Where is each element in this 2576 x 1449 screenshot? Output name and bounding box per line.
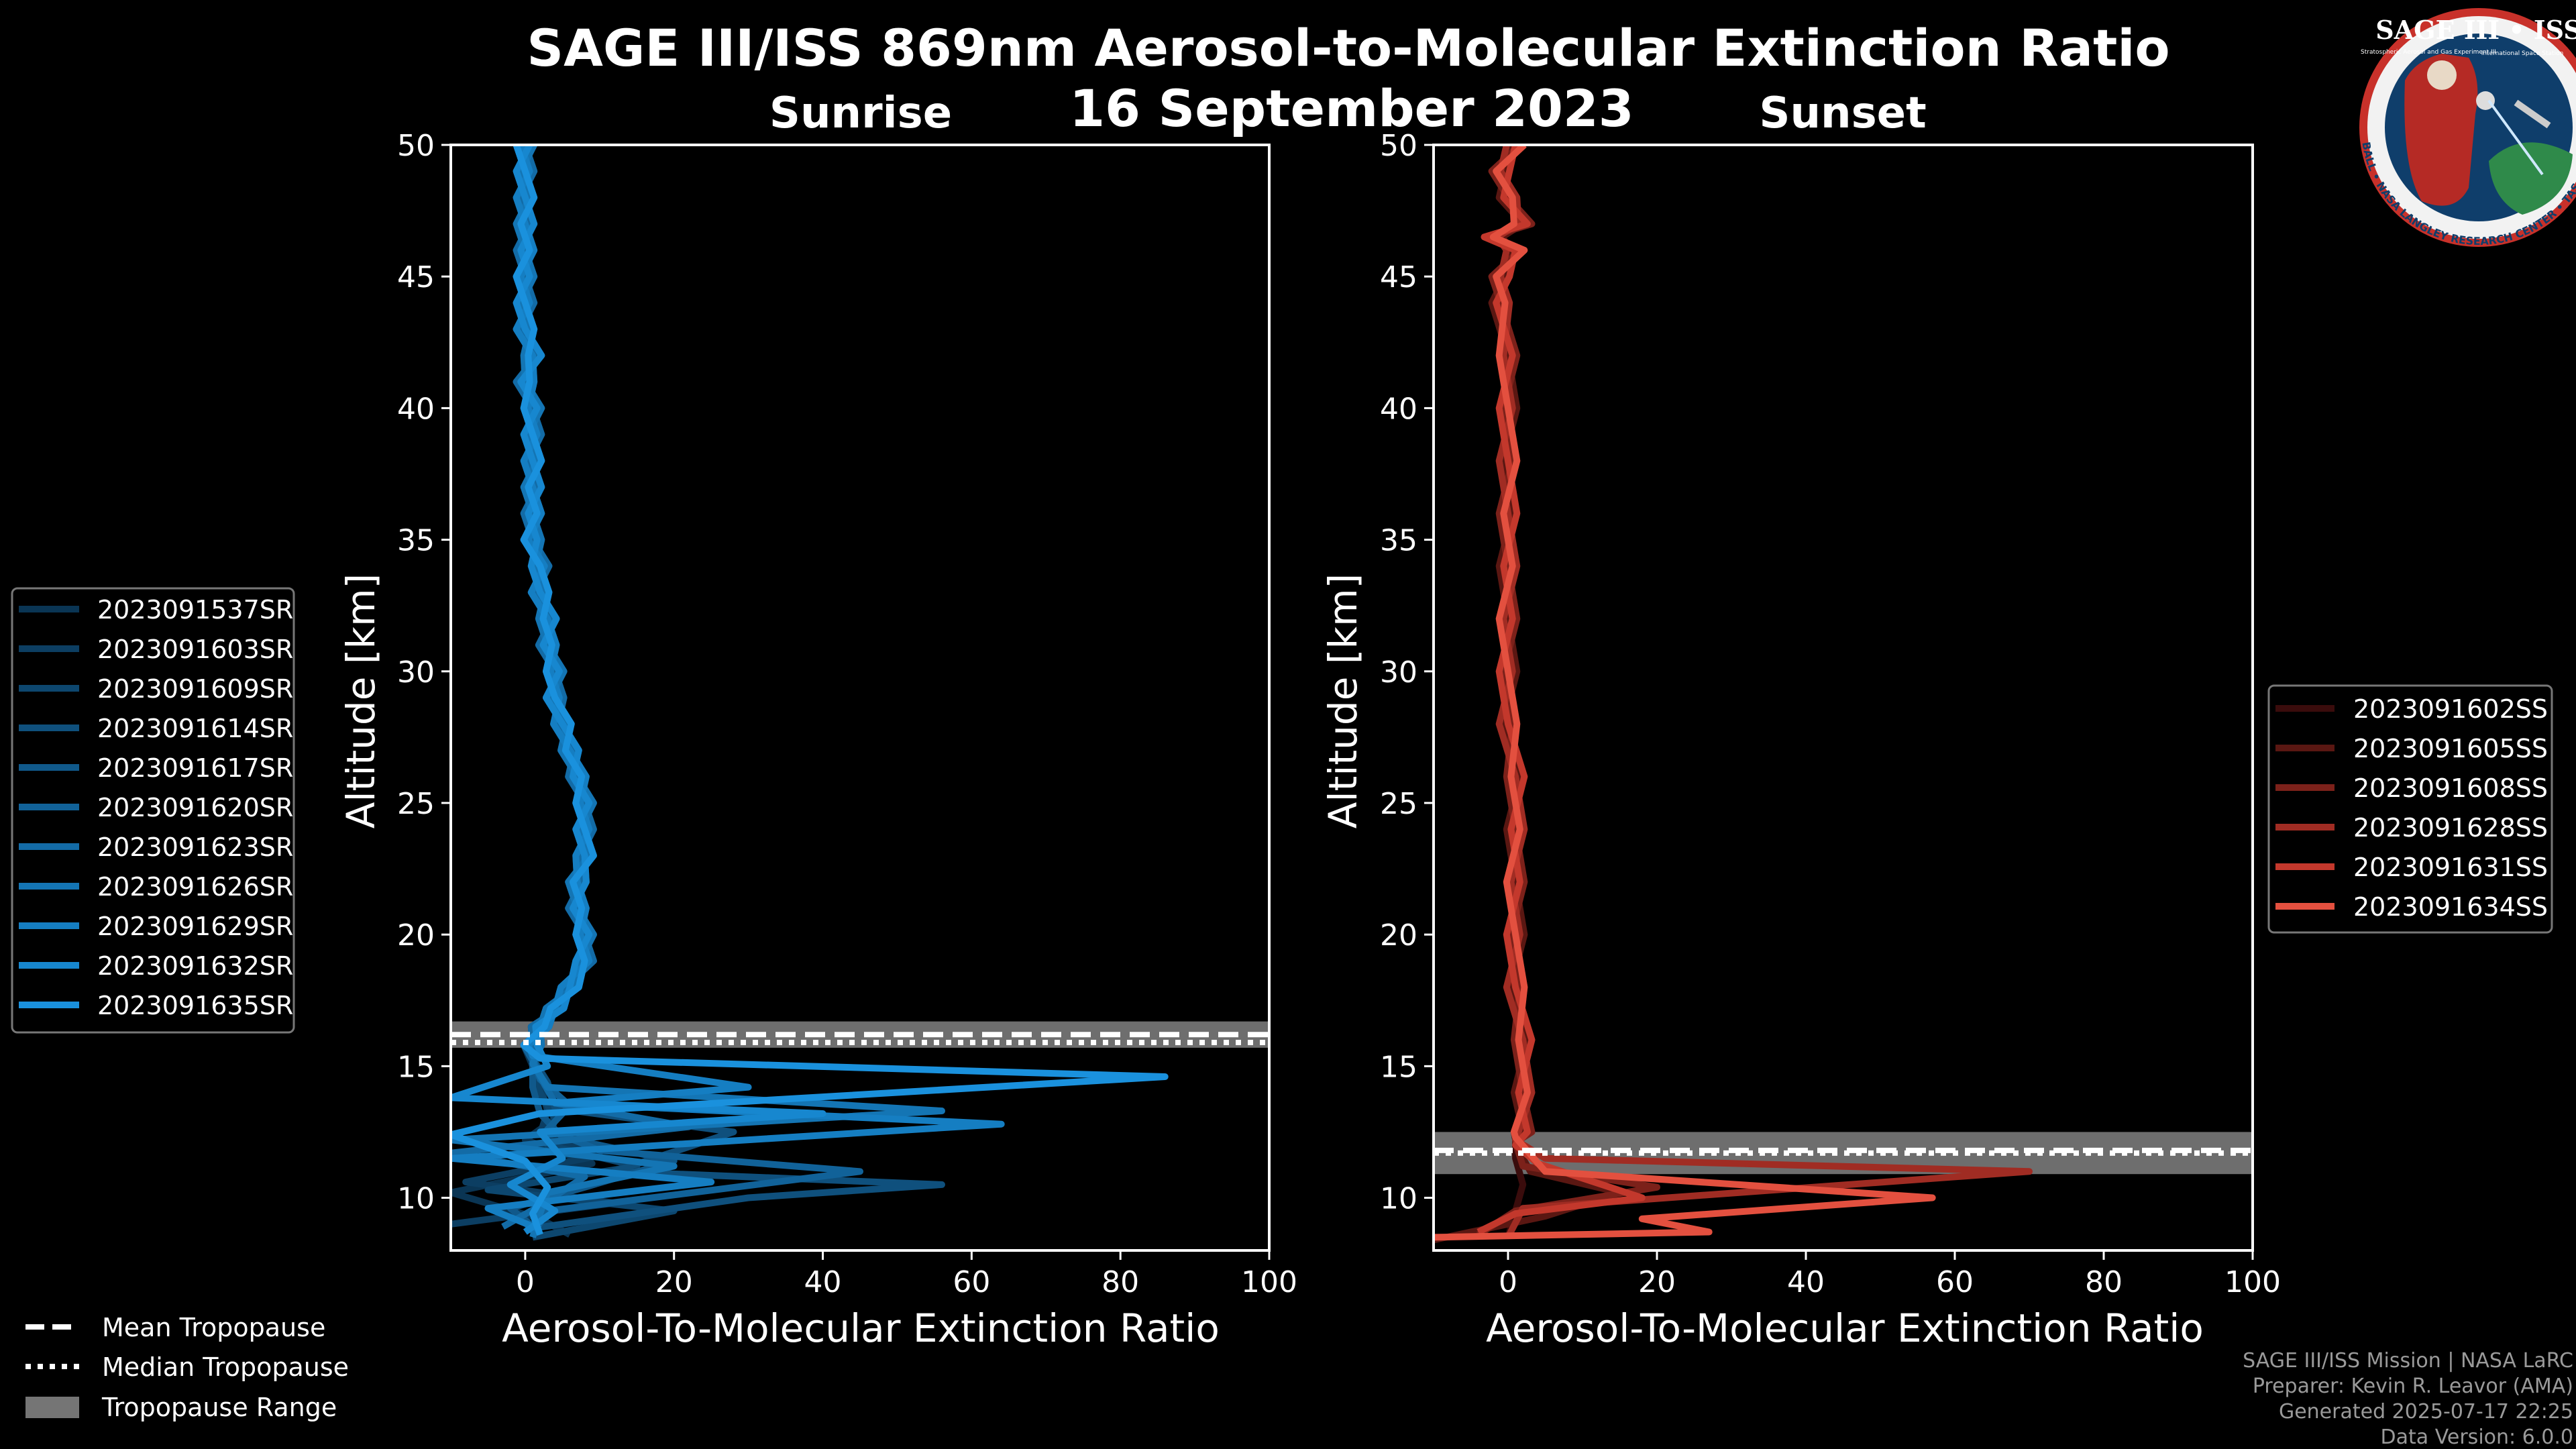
sunset-x-tick-label: 60 xyxy=(1936,1265,1974,1299)
sunrise-series-2023091620SR xyxy=(513,145,863,1237)
sunrise-profiles xyxy=(451,145,1169,1241)
sunset-panel: 0 20 40 60 80 100 10 15 20 25 30 35 40 45 50 xyxy=(1380,129,2281,1299)
sunset-legend-label: 2023091602SS xyxy=(2353,694,2548,724)
credit-generated: Generated 2025-07-17 22:25 xyxy=(2279,1400,2573,1424)
sunset-legend-label: 2023091628SS xyxy=(2353,813,2548,843)
tropopause-legend: Mean Tropopause Median Tropopause Tropop… xyxy=(25,1313,349,1422)
sunset-x-label: Aerosol-To-Molecular Extinction Ratio xyxy=(1486,1305,2204,1351)
sunrise-series-2023091632SR xyxy=(451,145,826,1235)
sunset-x-tick-label: 80 xyxy=(2085,1265,2123,1299)
credit-mission: SAGE III/ISS Mission | NASA LaRC xyxy=(2243,1349,2573,1373)
sunrise-legend-label: 2023091620SR xyxy=(97,793,293,822)
sunrise-legend-label: 2023091614SR xyxy=(97,714,293,743)
sunset-legend-label: 2023091631SS xyxy=(2353,853,2548,882)
sunrise-legend-label: 2023091623SR xyxy=(97,833,293,862)
logo-moon xyxy=(2476,91,2495,110)
sunrise-y-label: Altitude [km] xyxy=(338,574,384,828)
logo-earth xyxy=(2489,142,2573,215)
tropopause-range-swatch xyxy=(25,1397,79,1418)
figure-title: SAGE III/ISS 869nm Aerosol-to-Molecular … xyxy=(527,18,2169,78)
sunrise-legend-label: 2023091632SR xyxy=(97,951,293,981)
credit-data-version: Data Version: 6.0.0 xyxy=(2381,1426,2573,1449)
sunrise-y-tick-label: 40 xyxy=(397,392,435,426)
logo-title: SAGE III • ISS xyxy=(2375,15,2576,45)
sunset-y-tick-label: 30 xyxy=(1380,655,1417,690)
sunset-legend-label: 2023091608SS xyxy=(2353,773,2548,803)
tropopause-range-label: Tropopause Range xyxy=(101,1393,337,1422)
sunset-panel-title: Sunset xyxy=(1759,89,1926,138)
logo-subtitle: Stratospheric Aerosol and Gas Experiment… xyxy=(2361,49,2496,56)
sunset-y-tick-label: 40 xyxy=(1380,392,1417,426)
sunset-legend: 2023091602SS 2023091605SS 2023091608SS 2023… xyxy=(2267,684,2553,934)
sunrise-y-tick-label: 20 xyxy=(397,918,435,953)
sunrise-x-tick-label: 60 xyxy=(953,1265,990,1299)
sunrise-series-2023091635SR xyxy=(451,145,1169,1236)
sunset-series-2023091628SS xyxy=(1494,145,2033,1239)
sunset-legend-frame xyxy=(2267,684,2553,934)
sunrise-legend: 2023091537SR 2023091603SR 2023091609SR 2023… xyxy=(11,587,295,1034)
sunrise-legend-label: 2023091609SR xyxy=(97,674,293,704)
sunset-x-tick-label: 100 xyxy=(2224,1265,2281,1299)
logo-beam xyxy=(2487,99,2544,176)
sunset-y-tick-label: 15 xyxy=(1380,1050,1417,1084)
sunrise-legend-label: 2023091629SR xyxy=(97,912,293,941)
sunset-legend-label: 2023091634SS xyxy=(2353,892,2548,922)
sunset-legend-label: 2023091605SS xyxy=(2353,734,2548,763)
sunrise-panel: 0 20 40 60 80 100 10 15 20 25 30 35 40 45 50 xyxy=(397,129,1297,1299)
sunrise-y-tick-label: 25 xyxy=(397,787,435,821)
logo-figure-robe xyxy=(2404,54,2478,206)
sunset-x-tick-label: 0 xyxy=(1499,1265,1517,1299)
sunrise-legend-label: 2023091603SR xyxy=(97,635,293,664)
sunrise-y-tick-label: 15 xyxy=(397,1050,435,1084)
credits: SAGE III/ISS Mission | NASA LaRC Prepare… xyxy=(2243,1349,2573,1449)
sunset-y-tick-label: 50 xyxy=(1380,129,1417,163)
figure-date: 16 September 2023 xyxy=(1069,78,1633,138)
sunrise-y-tick-label: 10 xyxy=(397,1182,435,1216)
sunset-y-tick-label: 20 xyxy=(1380,918,1417,953)
sunrise-legend-frame xyxy=(11,587,295,1034)
sunrise-x-label: Aerosol-To-Molecular Extinction Ratio xyxy=(502,1305,1220,1351)
sunrise-x-tick-label: 20 xyxy=(655,1265,693,1299)
credit-preparer: Preparer: Kevin R. Leavor (AMA) xyxy=(2253,1375,2573,1398)
sunset-x-tick-label: 40 xyxy=(1787,1265,1825,1299)
sunrise-y-tick-label: 30 xyxy=(397,655,435,690)
sunrise-y-tick-label: 35 xyxy=(397,524,435,558)
sunset-profiles xyxy=(1434,145,2033,1244)
sage-iii-iss-logo: SAGE III • ISS Stratospheric Aerosol and… xyxy=(2359,8,2576,248)
logo-figure-head xyxy=(2427,60,2457,90)
sunrise-axes-frame xyxy=(449,144,1271,1252)
sunset-x-tick-label: 20 xyxy=(1638,1265,1676,1299)
sunset-series-2023091631SS xyxy=(1477,145,1646,1235)
sunset-y-tick-label: 35 xyxy=(1380,524,1417,558)
sunrise-legend-label: 2023091635SR xyxy=(97,991,293,1020)
median-tropopause-label: Median Tropopause xyxy=(102,1352,349,1382)
sunset-y-tick-label: 45 xyxy=(1380,260,1417,294)
logo-subtitle-2: International Space Station xyxy=(2481,50,2564,57)
sunrise-legend-label: 2023091626SR xyxy=(97,872,293,902)
sunrise-x-tick-label: 40 xyxy=(804,1265,842,1299)
logo-station xyxy=(2514,99,2551,129)
sunrise-legend-label: 2023091617SR xyxy=(97,753,293,783)
sunrise-legend-label: 2023091537SR xyxy=(97,595,293,625)
sunset-y-tick-label: 10 xyxy=(1380,1182,1417,1216)
sunrise-x-tick-label: 100 xyxy=(1241,1265,1297,1299)
sunrise-x-tick-label: 0 xyxy=(516,1265,535,1299)
mean-tropopause-label: Mean Tropopause xyxy=(102,1313,325,1342)
sunrise-x-tick-label: 80 xyxy=(1102,1265,1139,1299)
sunset-series-2023091634SS xyxy=(1434,145,1936,1241)
sunset-y-label: Altitude [km] xyxy=(1320,574,1366,828)
sunset-axes-frame xyxy=(1432,144,2254,1252)
sunset-y-tick-label: 25 xyxy=(1380,787,1417,821)
sunrise-y-tick-label: 50 xyxy=(397,129,435,163)
sunrise-y-tick-label: 45 xyxy=(397,260,435,294)
sunrise-panel-title: Sunrise xyxy=(769,89,952,138)
